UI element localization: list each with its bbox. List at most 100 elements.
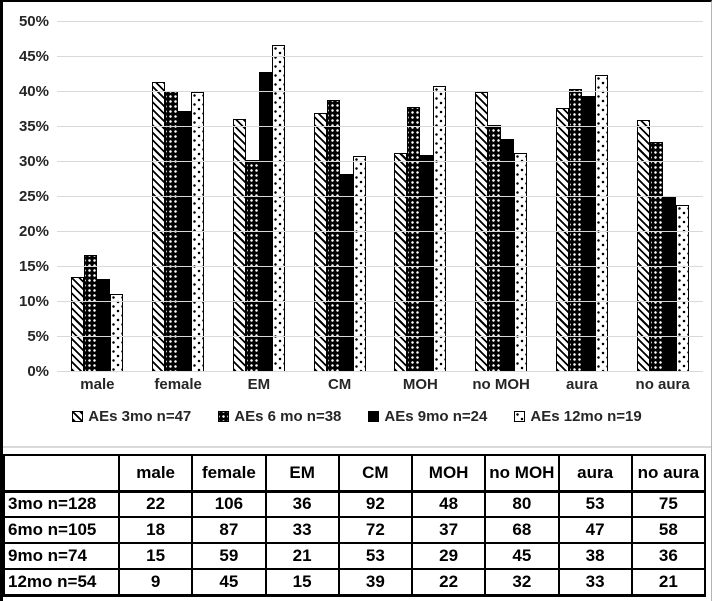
y-tick-label: 15%: [18, 258, 49, 275]
gridline: [57, 231, 703, 232]
bar-series-2: [326, 99, 340, 372]
bar-series-1: [232, 119, 246, 372]
table-wrap: male female EM CM MOH no MOH aura no aura 3mo n…: [3, 454, 707, 597]
y-tick-label: 30%: [18, 153, 49, 170]
bar-group: [380, 22, 461, 372]
table-cell: 53: [557, 490, 633, 518]
bar-series-3: [178, 110, 192, 372]
table-row: 9mo n=74 15 59 21 53 29 45 38 36: [3, 542, 707, 570]
table-header-cell: no MOH: [484, 454, 560, 493]
legend-swatch-white-black-dots: [514, 411, 526, 422]
legend-item: AEs 3mo n=47: [72, 408, 191, 425]
gridline: [57, 336, 703, 337]
bar-series-1: [313, 113, 327, 372]
gridline: [57, 91, 703, 92]
bar-series-4: [352, 156, 366, 372]
bar-groups: [57, 22, 703, 372]
table-cell: 45: [191, 568, 267, 597]
table-header-cell: female: [191, 454, 267, 493]
y-tick-label: 45%: [18, 48, 49, 65]
bar-series-2: [84, 255, 98, 372]
table-row-label: 6mo n=105: [3, 516, 120, 544]
table-cell: 32: [484, 568, 560, 597]
bar-series-4: [433, 85, 447, 372]
gridline: [57, 56, 703, 57]
bar-group: [299, 22, 380, 372]
bar-series-1: [394, 152, 408, 372]
table-cell: 15: [264, 568, 340, 597]
table-cell: 58: [630, 516, 707, 544]
table-cell: 59: [191, 542, 267, 570]
y-tick-label: 5%: [27, 328, 49, 345]
legend-swatch-black-white-dots: [218, 411, 230, 422]
gridline: [57, 196, 703, 197]
table-cell: 15: [117, 542, 194, 570]
table-cell: 47: [557, 516, 633, 544]
data-table: male female EM CM MOH no MOH aura no aura 3mo n…: [3, 454, 707, 597]
table-cell: 80: [484, 490, 560, 518]
y-tick-label: 10%: [18, 293, 49, 310]
table-cell: 9: [117, 568, 194, 597]
table-cell: 22: [117, 490, 194, 518]
table-cell: 22: [410, 568, 487, 597]
table-row-label: 12mo n=54: [3, 568, 120, 597]
table-header-row: male female EM CM MOH no MOH aura no aura: [3, 454, 707, 493]
bar-series-3: [581, 95, 595, 372]
bar-series-3: [501, 138, 515, 372]
bar-series-3: [339, 173, 353, 372]
y-tick-label: 20%: [18, 223, 49, 240]
y-tick-label: 50%: [18, 13, 49, 30]
bar-series-1: [636, 120, 650, 372]
legend-label: AEs 6 mo n=38: [234, 408, 342, 425]
bar-series-2: [649, 142, 663, 372]
gridline: [57, 301, 703, 302]
gridline: [57, 266, 703, 267]
table-cell: 37: [410, 516, 487, 544]
legend-label: AEs 3mo n=47: [88, 408, 192, 425]
bar-series-4: [271, 45, 285, 372]
table-header-cell: MOH: [410, 454, 487, 493]
bar-chart: 0% 5% 10% 15% 20% 25% 30% 35% 40% 45% 50% male fema…: [3, 2, 711, 448]
bar-series-4: [110, 294, 124, 372]
bar-series-2: [488, 124, 502, 372]
table-cell: 68: [484, 516, 560, 544]
table-cell: 92: [337, 490, 414, 518]
table-header-cell: male: [117, 454, 194, 493]
y-tick-label: 35%: [18, 118, 49, 135]
table-cell: 29: [410, 542, 487, 570]
gridline: [57, 126, 703, 127]
x-axis: male female EM CM MOH no MOH aura no aura: [57, 376, 703, 393]
bar-series-2: [245, 159, 259, 372]
legend-item: AEs 6 mo n=38: [218, 408, 341, 425]
bar-group: [57, 22, 138, 372]
bar-series-1: [71, 276, 85, 372]
legend-label: AEs 12mo n=19: [530, 408, 642, 425]
table-cell: 53: [337, 542, 414, 570]
table-header-cell: CM: [337, 454, 414, 493]
table-cell: 36: [630, 542, 707, 570]
bar-group: [138, 22, 219, 372]
plot-area: 0% 5% 10% 15% 20% 25% 30% 35% 40% 45% 50%: [19, 13, 703, 380]
bar-series-4: [594, 75, 608, 372]
bar-series-3: [97, 278, 111, 372]
table-cell: 21: [630, 568, 707, 597]
x-axis-label: male: [80, 376, 115, 393]
bar-series-1: [152, 81, 166, 372]
table-cell: 36: [264, 490, 340, 518]
gridline: [57, 21, 703, 22]
table-row-label: 9mo n=74: [3, 542, 120, 570]
table-corner-cell: [3, 454, 120, 493]
table-cell: 38: [557, 542, 633, 570]
y-tick-label: 0%: [27, 363, 49, 380]
bar-series-3: [258, 71, 272, 372]
bar-series-4: [514, 152, 528, 372]
bar-group: [461, 22, 542, 372]
table-row: 6mo n=105 18 87 33 72 37 68 47 58: [3, 516, 707, 544]
x-axis-label: MOH: [402, 376, 438, 393]
table-row: 12mo n=54 9 45 15 39 22 32 33 21: [3, 568, 707, 597]
table-row: 3mo n=128 22 106 36 92 48 80 53 75: [3, 490, 707, 518]
legend-item: AEs 12mo n=19: [514, 408, 642, 425]
legend-label: AEs 9mo n=24: [384, 408, 488, 425]
legend-swatch-solid-black: [368, 411, 380, 422]
bar-group: [542, 22, 623, 372]
